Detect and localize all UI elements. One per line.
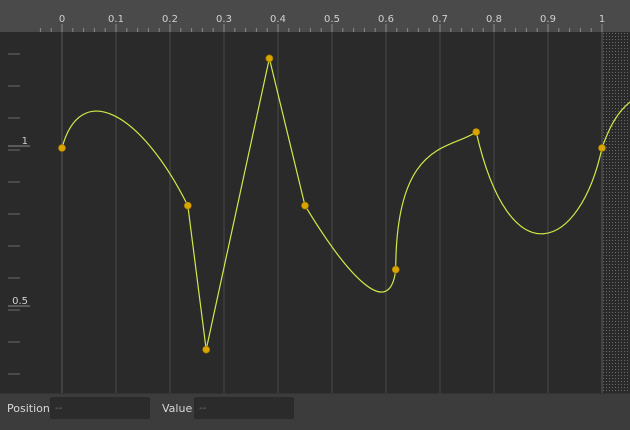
out-of-range-region [603,32,630,393]
value-label: Value [162,402,193,415]
ruler-label: 0.8 [486,14,502,25]
curve-key-point[interactable] [202,345,211,354]
ruler-label: 0.2 [162,14,178,25]
curve-key-point[interactable] [265,54,274,63]
ruler-label: 0.7 [432,14,448,25]
curve-canvas[interactable]: 0 0.1 0.2 0.3 0.4 0.5 0.6 0.7 0.8 0.9 1 1 0.5 [0,0,630,393]
value-axis-label: 0.5 [12,296,28,307]
ruler-label: 0.5 [324,14,340,25]
curve-key-point[interactable] [58,144,66,152]
curve-key-point[interactable] [472,128,481,136]
position-input[interactable] [50,397,150,419]
ruler-label: 0.3 [216,14,232,25]
curve-key-point[interactable] [391,265,400,274]
ruler-label: 0.4 [270,14,286,25]
curve-key-point[interactable] [301,201,309,210]
ruler-label: 0.9 [540,14,556,25]
curve-key-point[interactable] [598,144,606,152]
curve-line[interactable] [61,58,630,350]
ruler-label: 0.1 [108,14,124,25]
position-label: Position [7,402,50,415]
ruler-label: 1 [599,14,605,25]
curve-key-point[interactable] [183,201,192,210]
curve-plot-area[interactable] [0,32,630,393]
ruler-label: 0 [59,14,65,25]
value-axis-label: 1 [22,136,28,147]
value-input[interactable] [194,397,294,419]
ruler-label: 0.6 [378,14,394,25]
